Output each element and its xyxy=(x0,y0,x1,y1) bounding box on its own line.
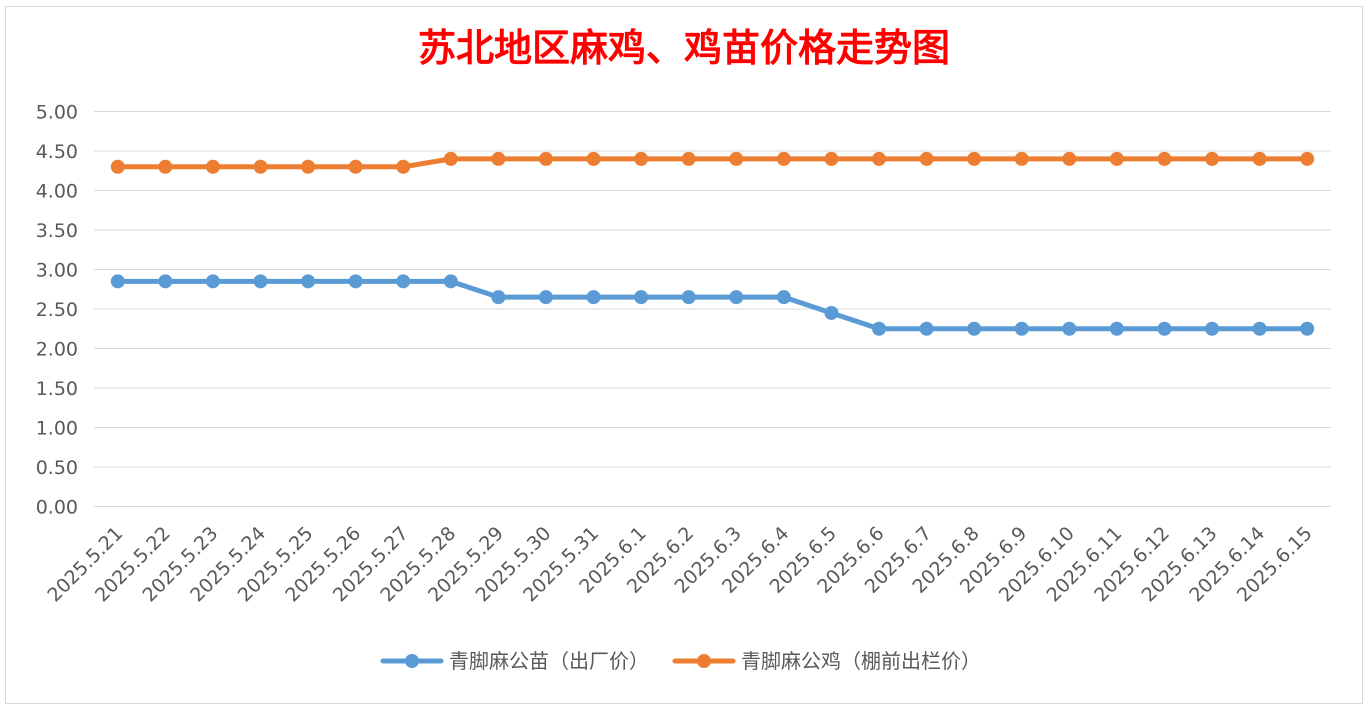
data-point xyxy=(1252,151,1267,166)
data-point xyxy=(1014,321,1029,336)
data-point xyxy=(776,290,791,305)
data-point xyxy=(1300,151,1315,166)
data-point xyxy=(824,305,839,320)
data-point xyxy=(396,274,411,289)
data-point xyxy=(919,321,934,336)
data-point xyxy=(205,274,220,289)
data-point xyxy=(396,159,411,174)
series-group xyxy=(110,151,1315,336)
y-tick-label: 4.00 xyxy=(36,181,78,203)
data-point xyxy=(634,290,649,305)
data-point xyxy=(158,274,173,289)
data-point xyxy=(1157,151,1172,166)
data-point xyxy=(1109,151,1124,166)
y-tick-label: 4.50 xyxy=(36,141,78,163)
data-point xyxy=(1205,321,1220,336)
series-1 xyxy=(110,274,1315,336)
data-point xyxy=(1157,321,1172,336)
data-point xyxy=(729,290,744,305)
data-point xyxy=(1252,321,1267,336)
data-point xyxy=(729,151,744,166)
x-axis-tick-labels: 2025.5.212025.5.222025.5.232025.5.242025… xyxy=(43,522,1316,606)
data-point xyxy=(1300,321,1315,336)
legend: 青脚麻公苗（出厂价） 青脚麻公鸡（棚前出栏价） xyxy=(380,649,981,673)
data-point xyxy=(1109,321,1124,336)
series-line xyxy=(115,156,1310,170)
chart-title: 苏北地区麻鸡、鸡苗价格走势图 xyxy=(418,25,950,70)
data-point xyxy=(824,151,839,166)
data-point xyxy=(538,151,553,166)
data-point xyxy=(919,151,934,166)
data-point xyxy=(586,290,601,305)
y-axis-tick-labels: 0.00 0.50 1.00 1.50 2.00 2.50 3.00 3.50 4.00 4.50… xyxy=(36,102,78,519)
y-tick-label: 5.00 xyxy=(36,102,78,124)
data-point xyxy=(1205,151,1220,166)
chart-frame: 苏北地区麻鸡、鸡苗价格走势图 0.00 0.50 1.00 1.50 2.00 2.50 3… xyxy=(5,6,1363,704)
data-point xyxy=(538,290,553,305)
data-point xyxy=(491,290,506,305)
data-point xyxy=(967,151,982,166)
data-point xyxy=(205,159,220,174)
y-tick-label: 0.00 xyxy=(36,497,78,519)
legend-item-1: 青脚麻公苗（出厂价） xyxy=(380,649,649,673)
data-point xyxy=(158,159,173,174)
y-tick-label: 2.00 xyxy=(36,339,78,361)
data-point xyxy=(872,151,887,166)
series-line xyxy=(115,278,1310,332)
y-tick-label: 1.50 xyxy=(36,378,78,400)
data-point xyxy=(1062,151,1077,166)
y-tick-label: 2.50 xyxy=(36,299,78,321)
data-point xyxy=(1062,321,1077,336)
y-tick-label: 1.00 xyxy=(36,418,78,440)
data-point xyxy=(301,274,316,289)
data-point xyxy=(491,151,506,166)
data-point xyxy=(253,159,268,174)
data-point xyxy=(110,159,125,174)
series-2 xyxy=(110,151,1315,174)
y-tick-label: 3.50 xyxy=(36,220,78,242)
data-point xyxy=(872,321,887,336)
data-point xyxy=(586,151,601,166)
legend-label: 青脚麻公鸡（棚前出栏价） xyxy=(741,649,981,673)
y-tick-label: 3.00 xyxy=(36,260,78,282)
data-point xyxy=(253,274,268,289)
data-point xyxy=(776,151,791,166)
legend-label: 青脚麻公苗（出厂价） xyxy=(449,649,649,673)
legend-swatch-marker xyxy=(697,654,711,668)
data-point xyxy=(681,290,696,305)
y-tick-label: 0.50 xyxy=(36,457,78,479)
gridlines xyxy=(94,111,1331,507)
data-point xyxy=(967,321,982,336)
legend-item-2: 青脚麻公鸡（棚前出栏价） xyxy=(672,649,981,673)
data-point xyxy=(301,159,316,174)
legend-swatch-marker xyxy=(405,654,419,668)
data-point xyxy=(348,159,363,174)
data-point xyxy=(443,274,458,289)
data-point xyxy=(348,274,363,289)
data-point xyxy=(110,274,125,289)
line-chart: 苏北地区麻鸡、鸡苗价格走势图 0.00 0.50 1.00 1.50 2.00 2.50 3… xyxy=(36,25,1331,673)
data-point xyxy=(634,151,649,166)
data-point xyxy=(681,151,696,166)
data-point xyxy=(1014,151,1029,166)
data-point xyxy=(443,151,458,166)
